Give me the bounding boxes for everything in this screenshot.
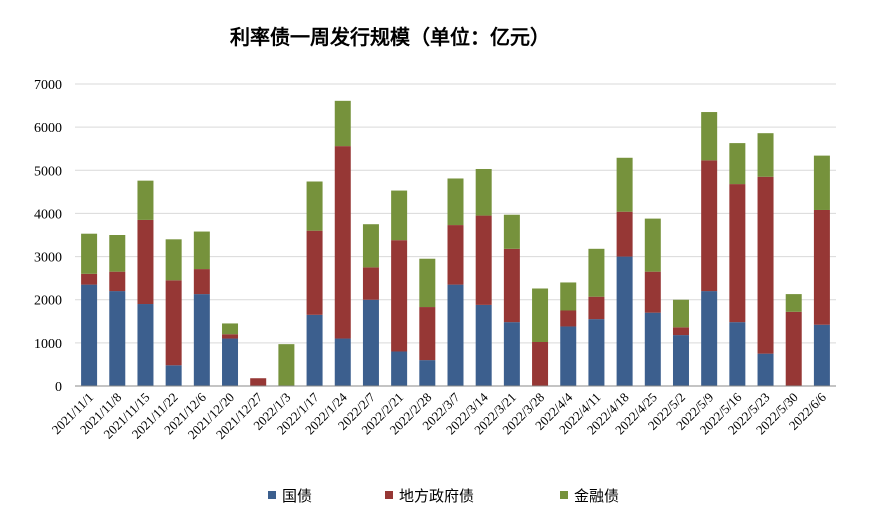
bar-segment-financial [419, 258, 436, 308]
bar-segment-treasury [306, 314, 323, 386]
bar-segment-financial [785, 294, 802, 312]
bar-segment-treasury [729, 322, 746, 386]
bar-segment-local-gov [785, 311, 802, 386]
bar-segment-treasury [503, 322, 520, 386]
bar-segment-treasury [334, 338, 351, 386]
bar-segment-local-gov [81, 273, 98, 285]
bar-segment-financial [81, 233, 98, 274]
bar-segment-local-gov [813, 209, 830, 325]
bar-segment-financial [109, 235, 126, 272]
bar-segment-financial [475, 168, 492, 216]
bar-segment-financial [729, 143, 746, 185]
bar-segment-local-gov [250, 378, 267, 386]
y-axis-ticks: 0 1000 2000 3000 4000 5000 6000 7000 [34, 78, 62, 395]
bar-segment-local-gov [334, 146, 351, 339]
bar-segment-treasury [560, 326, 577, 386]
bar-segment-local-gov [616, 211, 633, 257]
bar-segment-treasury [616, 256, 633, 386]
bar-segment-local-gov [222, 334, 239, 339]
bar-segment-local-gov [137, 219, 154, 305]
bar-segment-financial [193, 231, 210, 270]
bar-segment-local-gov [362, 267, 379, 300]
bar-segment-local-gov [560, 310, 577, 327]
bar-segment-financial [447, 178, 464, 226]
bar-segment-financial [306, 181, 323, 231]
bar-segment-financial [165, 239, 182, 281]
bar-segment-treasury [222, 338, 239, 386]
bar-segment-financial [701, 112, 718, 161]
bar-segment-local-gov [306, 230, 323, 315]
y-tick-label: 7000 [34, 78, 62, 93]
bar-segment-local-gov [532, 341, 549, 386]
bar-segment-financial [222, 323, 239, 335]
bar-segment-local-gov [391, 240, 408, 352]
bar-segment-treasury [362, 299, 379, 386]
bar-segment-financial [362, 224, 379, 268]
bar-segment-financial [616, 157, 633, 212]
legend-label: 金融债 [574, 487, 619, 505]
bar-segment-treasury [757, 353, 774, 386]
y-tick-label: 1000 [34, 337, 62, 352]
legend-swatch [268, 491, 276, 499]
bar-segment-treasury [391, 351, 408, 386]
bar-segment-local-gov [165, 280, 182, 366]
bar-segment-treasury [644, 312, 661, 386]
bar-segment-local-gov [644, 271, 661, 313]
bar-segment-financial [532, 288, 549, 342]
bar-segment-treasury [447, 284, 464, 386]
bar-segment-treasury [701, 291, 718, 386]
bar-segment-local-gov [588, 296, 605, 320]
y-tick-label: 4000 [34, 207, 62, 222]
bar-segment-local-gov [672, 327, 689, 336]
bar-segment-financial [334, 100, 351, 147]
bar-segment-treasury [137, 304, 154, 386]
chart-title: 利率债一周发行规模（单位：亿元） [230, 25, 550, 49]
bar-segment-local-gov [503, 248, 520, 323]
x-axis-ticks: 2021/11/12021/11/82021/11/152021/11/2220… [49, 389, 830, 442]
bar-segment-financial [503, 214, 520, 249]
bar-segment-local-gov [475, 215, 492, 305]
bar-segment-financial [757, 133, 774, 177]
bar-segment-treasury [475, 304, 492, 386]
bar-segment-financial [644, 218, 661, 272]
bar-segment-financial [560, 282, 577, 311]
bar-segment-local-gov [419, 307, 436, 361]
y-tick-label: 3000 [34, 251, 62, 266]
bar-segment-treasury [165, 365, 182, 386]
bar-segment-treasury [588, 319, 605, 386]
bar-segment-local-gov [109, 271, 126, 292]
legend-swatch [560, 491, 568, 499]
legend-label: 国债 [282, 487, 312, 505]
bar-segment-financial [813, 155, 830, 210]
bar-segment-treasury [672, 335, 689, 386]
legend-label: 地方政府债 [399, 487, 474, 505]
bar-segment-financial [588, 248, 605, 297]
bar-segment-financial [137, 180, 154, 220]
legend-swatch [385, 491, 393, 499]
bar-segment-financial [391, 190, 408, 241]
bar-segment-local-gov [757, 176, 774, 354]
bar-segment-local-gov [447, 225, 464, 285]
bar-segment-treasury [81, 284, 98, 386]
y-tick-label: 0 [55, 380, 62, 395]
y-tick-label: 5000 [34, 164, 62, 179]
bar-segment-treasury [419, 360, 436, 386]
bar-segment-financial [672, 299, 689, 328]
bar-segment-financial [278, 344, 295, 386]
bar-segment-local-gov [193, 269, 210, 295]
bars [81, 100, 830, 386]
y-tick-label: 6000 [34, 121, 62, 136]
bar-segment-treasury [109, 291, 126, 386]
bar-segment-treasury [193, 294, 210, 386]
legend: 国债 地方政府债 金融债 [268, 487, 619, 505]
y-tick-label: 2000 [34, 294, 62, 309]
bar-segment-local-gov [701, 160, 718, 292]
bar-segment-treasury [813, 324, 830, 386]
bar-segment-local-gov [729, 184, 746, 323]
